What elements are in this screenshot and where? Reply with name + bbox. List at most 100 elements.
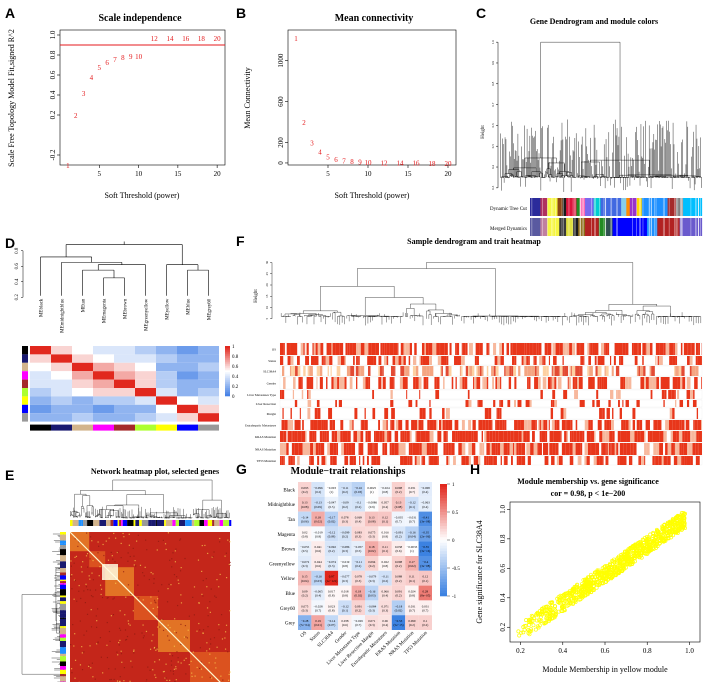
- f-trait-cell: [526, 356, 529, 365]
- g-cell-1-7: [391, 496, 406, 512]
- g-cell-value-3-5: 0.075: [368, 530, 376, 534]
- g-cell-value-9-8: 0.099: [408, 619, 416, 623]
- g-cell-pvalue-7-1: (0.4): [315, 594, 321, 598]
- g-cell-9-3: [338, 615, 352, 630]
- f-trait-cell: [435, 390, 440, 399]
- f-trait-cell: [551, 377, 555, 389]
- f-trait-cell: [468, 456, 471, 465]
- f-trait-cell: [485, 420, 489, 430]
- e-heat-speck: [152, 669, 154, 671]
- a-point-1: 1: [66, 162, 70, 170]
- f-trait-cell: [540, 390, 543, 399]
- f-trait-cell: [350, 366, 355, 376]
- d-cell-8-2: [72, 413, 93, 422]
- f-trait-cell: [679, 443, 682, 455]
- e-heat-speck: [129, 680, 131, 682]
- f-trait-cell: [356, 343, 359, 355]
- g-cell-value-0-8: 0.031: [408, 486, 416, 490]
- f-trait-cell: [347, 431, 351, 442]
- a-ytick-1: 0.2: [49, 110, 57, 119]
- f-trait-cell: [437, 356, 442, 365]
- d-cell-2-4: [114, 362, 135, 372]
- h-point: [648, 532, 653, 537]
- f-trait-cell: [297, 431, 300, 442]
- e-heat-speck: [86, 553, 89, 555]
- e-heat-speck: [96, 620, 98, 622]
- d-colorbar-step: [225, 360, 230, 363]
- f-trait-cell: [448, 366, 452, 376]
- d-cell-1-5: [135, 354, 156, 363]
- g-cell-pvalue-2-6: (0.1): [382, 520, 388, 524]
- f-trait-cell: [428, 456, 430, 465]
- f-trait-cell: [391, 408, 395, 419]
- f-trait-cell: [475, 343, 480, 355]
- g-cell-1-0: [298, 496, 312, 512]
- e-heat-speck: [135, 565, 137, 567]
- e-heat-speck: [100, 593, 102, 596]
- g-cell-0-8: [405, 482, 419, 497]
- f-trait-cell: [436, 377, 440, 389]
- f-trait-cell: [488, 420, 492, 430]
- e-heat-speck: [118, 644, 120, 646]
- f-trait-cell: [668, 390, 672, 399]
- e-heat-speck: [221, 638, 224, 640]
- f-trait-cell: [468, 420, 472, 430]
- f-trait-cell: [698, 343, 700, 355]
- f-trait-cell: [538, 377, 541, 389]
- f-trait-cell: [283, 456, 285, 465]
- e-heat-speck: [229, 610, 231, 612]
- f-trait-cell: [604, 420, 607, 430]
- e-left-colorstrip: [60, 545, 66, 548]
- f-trait-cell: [652, 431, 656, 442]
- g-cell-4-6: [378, 541, 392, 556]
- e-heat-speck: [164, 543, 167, 545]
- f-trait-cell: [458, 443, 462, 455]
- g-cell-pvalue-4-7: (0.6): [395, 549, 401, 553]
- e-left-colorstrip: [60, 661, 66, 667]
- g-cell-pvalue-5-5: (0.2): [369, 564, 375, 568]
- f-trait-cell: [398, 420, 403, 430]
- e-heat-speck: [179, 570, 182, 572]
- f-trait-cell: [479, 366, 482, 376]
- f-trait-cell: [605, 366, 609, 376]
- f-trait-cell: [293, 377, 296, 389]
- d-cell-8-8: [198, 413, 219, 422]
- f-trait-cell: [436, 343, 440, 355]
- f-trait-label-6: Margin: [267, 412, 277, 416]
- f-trait-cell: [549, 443, 553, 455]
- g-cell-4-7: [391, 541, 406, 556]
- g-cell-pvalue-7-5: (0.03): [368, 594, 376, 598]
- f-trait-cell: [500, 356, 504, 365]
- a-point-5: 5: [98, 64, 102, 72]
- e-top-colorstrip: [165, 520, 173, 526]
- f-trait-cell: [444, 356, 447, 365]
- e-heat-speck: [183, 659, 185, 661]
- g-cell-6-4: [351, 570, 365, 586]
- f-trait-cell: [569, 343, 572, 355]
- d-rowcolor-MEgreenyellow: [22, 388, 28, 397]
- e-heat-speck: [89, 536, 92, 538]
- panel-c-ylabel: Height: [481, 125, 486, 139]
- f-trait-cell: [516, 343, 519, 355]
- e-heat-speck: [215, 657, 217, 659]
- c-row-stripe: [552, 198, 554, 236]
- f-trait-cell: [674, 343, 678, 355]
- f-trait-cell: [673, 343, 675, 355]
- e-left-colorstrip: [60, 653, 66, 657]
- f-trait-cell: [595, 366, 598, 376]
- f-trait-cell: [560, 408, 564, 419]
- d-colorbar-step: [225, 390, 230, 393]
- e-heat-speck: [159, 626, 161, 628]
- e-heat-speck: [79, 664, 82, 666]
- c-row-stripe: [594, 198, 595, 236]
- f-trait-cell: [308, 390, 311, 399]
- f-trait-cell: [575, 377, 578, 389]
- a-xtick-3: 20: [214, 170, 222, 178]
- f-trait-cell: [497, 408, 500, 419]
- g-cell-value-4-9: −0.55: [422, 545, 430, 549]
- f-trait-cell: [332, 343, 336, 355]
- g-cell-8-7: [391, 600, 406, 616]
- f-trait-cell: [445, 443, 447, 455]
- d-cell-2-6: [156, 362, 177, 372]
- e-heat-speck: [90, 595, 93, 597]
